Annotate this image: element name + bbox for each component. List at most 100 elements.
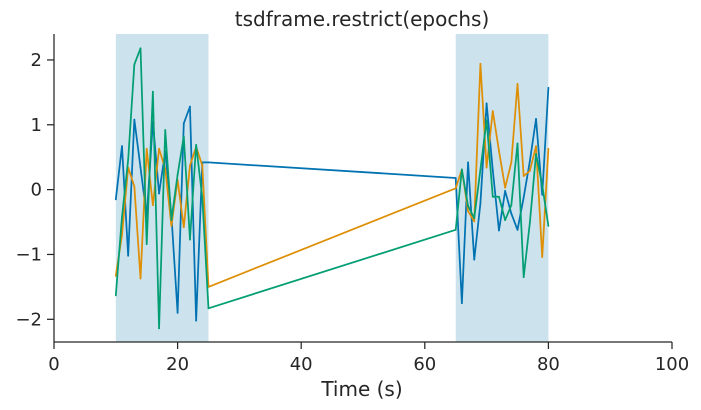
series-2-point — [541, 184, 544, 186]
series-2-point — [145, 243, 148, 245]
x-tick-label: 100 — [655, 354, 689, 375]
series-0-point — [479, 202, 482, 205]
series-2-point — [504, 219, 507, 221]
series-0-point — [498, 229, 500, 232]
series-2-point — [516, 142, 519, 145]
series-2-point — [491, 195, 494, 198]
series-2-point — [182, 135, 185, 138]
series-2-point — [454, 228, 457, 231]
x-axis-title: Time (s) — [320, 377, 402, 401]
series-2-point — [473, 217, 476, 220]
series-0-point — [114, 198, 117, 201]
series-2-point — [139, 47, 142, 50]
series-line-2 — [114, 47, 550, 330]
series-1-point — [114, 274, 117, 277]
series-2-point — [195, 143, 198, 146]
series-layer — [114, 47, 550, 330]
series-1-point — [491, 110, 494, 113]
series-0-point — [189, 105, 191, 108]
series-2-point — [207, 307, 210, 310]
x-tick-label: 60 — [413, 354, 436, 375]
y-tick-label: −2 — [15, 309, 42, 330]
series-2-point — [114, 294, 117, 297]
series-1-point — [151, 204, 154, 207]
series-0-point — [454, 177, 457, 179]
x-tick-label: 0 — [48, 354, 59, 375]
series-2-point — [479, 168, 482, 171]
series-1-point — [522, 175, 525, 177]
series-0-point — [491, 169, 494, 172]
series-0-point — [504, 190, 507, 192]
axes-layer — [53, 34, 672, 343]
series-1-point — [485, 166, 488, 169]
series-1-point — [145, 147, 148, 150]
series-1-point — [121, 234, 123, 236]
series-1-point — [189, 164, 191, 167]
series-1-point — [473, 220, 476, 223]
series-2-point — [498, 195, 500, 198]
epoch-layer — [115, 34, 549, 342]
series-2-point — [467, 204, 469, 207]
series-1-point — [479, 62, 482, 65]
series-1-point — [454, 187, 457, 190]
series-1-point — [547, 147, 550, 150]
series-1-point — [139, 277, 142, 280]
series-1-point — [201, 164, 204, 167]
series-2-point — [460, 168, 463, 171]
series-2-point — [158, 327, 160, 330]
series-0-point — [510, 212, 513, 215]
series-2-point — [535, 153, 537, 155]
series-0-point — [127, 254, 130, 257]
series-line-1 — [114, 62, 550, 288]
series-0-point — [528, 160, 531, 162]
x-tick-label: 80 — [537, 354, 560, 375]
series-1-point — [158, 147, 160, 150]
series-1-point — [133, 185, 136, 188]
series-2-point — [170, 219, 173, 221]
series-1-point — [498, 149, 500, 152]
series-2-point — [176, 173, 179, 176]
series-0-point — [535, 118, 537, 120]
y-tick-label: 0 — [31, 180, 42, 201]
series-1-point — [541, 256, 544, 258]
series-0-point — [522, 196, 525, 199]
series-1-point — [535, 145, 537, 148]
series-2-point — [485, 119, 488, 122]
y-tick-label: 2 — [31, 50, 42, 71]
series-0-point — [485, 102, 488, 105]
series-0-point — [547, 86, 550, 89]
series-1-point — [170, 225, 173, 227]
series-2-point — [201, 197, 204, 199]
series-1-point — [528, 169, 531, 172]
series-2-point — [133, 63, 136, 66]
series-2-point — [151, 90, 154, 93]
series-1-point — [510, 161, 513, 164]
series-2-point — [189, 238, 191, 241]
y-tick-label: −1 — [15, 244, 42, 265]
series-2-point — [522, 276, 525, 279]
series-1-point — [504, 186, 507, 189]
series-0-point — [139, 166, 142, 169]
series-0-point — [516, 228, 519, 231]
x-tick-label: 40 — [290, 354, 313, 375]
series-0-point — [467, 161, 469, 164]
tick-layer: 0 20 40 60 80 100 −2 −1 0 1 2 — [15, 50, 689, 375]
series-2-point — [547, 225, 550, 227]
series-1-point — [467, 210, 469, 212]
series-0-point — [195, 319, 198, 322]
series-0-point — [460, 302, 463, 304]
y-tick-label: 1 — [31, 115, 42, 136]
series-2-point — [127, 158, 130, 161]
series-0-point — [158, 192, 160, 195]
series-0-point — [176, 311, 179, 314]
series-0-point — [473, 258, 476, 261]
x-tick-label: 20 — [166, 354, 189, 375]
chart-title: tsdframe.restrict(epochs) — [235, 7, 490, 31]
series-0-point — [207, 161, 210, 164]
series-2-point — [528, 221, 531, 224]
series-2-point — [121, 215, 123, 218]
series-1-point — [182, 226, 185, 229]
series-0-point — [133, 118, 136, 121]
series-0-point — [121, 145, 123, 148]
